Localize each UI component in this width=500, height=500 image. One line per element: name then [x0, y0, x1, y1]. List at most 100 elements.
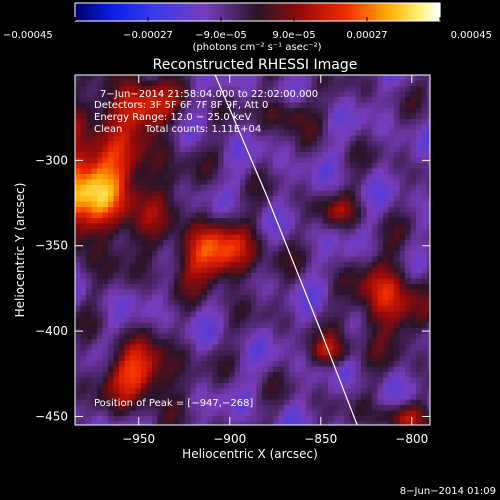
- heatmap-cell: [366, 168, 373, 175]
- heatmap-cell: [75, 234, 81, 241]
- heatmap-cell: [350, 234, 356, 241]
- heatmap-cell: [427, 339, 430, 345]
- heatmap-cell: [377, 124, 384, 131]
- heatmap-cell: [278, 97, 285, 103]
- heatmap-cell: [174, 388, 180, 395]
- heatmap-cell: [251, 284, 257, 290]
- heatmap-cell: [289, 141, 296, 147]
- heatmap-cell: [108, 267, 114, 274]
- heatmap-cell: [361, 229, 367, 235]
- heatmap-cell: [218, 328, 224, 334]
- heatmap-cell: [218, 146, 224, 153]
- heatmap-cell: [344, 196, 351, 202]
- heatmap-cell: [86, 388, 92, 395]
- heatmap-cell: [234, 399, 241, 406]
- heatmap-cell: [80, 311, 87, 318]
- heatmap-cell: [416, 256, 422, 263]
- heatmap-cell: [295, 300, 301, 307]
- heatmap-cell: [355, 119, 362, 125]
- heatmap-cell: [333, 399, 340, 406]
- heatmap-cell: [141, 97, 147, 103]
- heatmap-cell: [251, 91, 257, 98]
- heatmap-cell: [251, 421, 257, 425]
- heatmap-cell: [306, 223, 312, 230]
- heatmap-cell: [383, 284, 389, 290]
- heatmap-cell: [163, 383, 169, 389]
- heatmap-cell: [135, 190, 142, 197]
- heatmap-cell: [328, 229, 334, 235]
- heatmap-cell: [278, 223, 285, 230]
- heatmap-cell: [328, 240, 334, 246]
- heatmap-cell: [388, 256, 395, 263]
- heatmap-cell: [97, 278, 103, 285]
- heatmap-cell: [130, 119, 136, 125]
- heatmap-cell: [317, 108, 323, 114]
- heatmap-cell: [119, 152, 125, 158]
- heatmap-cell: [322, 157, 329, 164]
- heatmap-cell: [278, 141, 285, 147]
- colorbar-cell: [157, 3, 161, 21]
- heatmap-cell: [163, 273, 169, 279]
- heatmap-cell: [168, 124, 175, 131]
- heatmap-cell: [80, 240, 87, 246]
- heatmap-cell: [102, 361, 109, 367]
- heatmap-cell: [102, 141, 109, 147]
- heatmap-cell: [366, 328, 373, 334]
- heatmap-cell: [196, 388, 202, 395]
- heatmap-cell: [86, 152, 92, 158]
- heatmap-cell: [75, 124, 81, 131]
- heatmap-cell: [157, 130, 164, 136]
- heatmap-cell: [328, 75, 334, 81]
- heatmap-cell: [240, 207, 246, 213]
- heatmap-cell: [185, 179, 191, 186]
- heatmap-cell: [339, 91, 345, 98]
- heatmap-cell: [229, 377, 235, 384]
- heatmap-cell: [355, 97, 362, 103]
- colorbar-cell: [251, 3, 256, 21]
- heatmap-cell: [328, 317, 334, 323]
- heatmap-cell: [86, 328, 92, 334]
- heatmap-cell: [273, 383, 279, 389]
- heatmap-cell: [91, 152, 98, 158]
- heatmap-cell: [427, 168, 430, 175]
- heatmap-cell: [201, 366, 208, 373]
- heatmap-cell: [152, 399, 158, 406]
- heatmap-cell: [278, 355, 285, 362]
- heatmap-cell: [284, 251, 290, 257]
- heatmap-cell: [278, 75, 285, 81]
- heatmap-cell: [223, 410, 230, 417]
- heatmap-cell: [201, 218, 208, 224]
- heatmap-cell: [97, 141, 103, 147]
- heatmap-cell: [113, 234, 120, 241]
- heatmap-cell: [251, 218, 257, 224]
- heatmap-cell: [295, 317, 301, 323]
- heatmap-cell: [108, 102, 114, 109]
- heatmap-cell: [366, 157, 373, 164]
- heatmap-cell: [245, 124, 252, 131]
- heatmap-cell: [344, 80, 351, 87]
- heatmap-cell: [333, 256, 340, 263]
- heatmap-cell: [339, 262, 345, 268]
- colorbar-cell: [303, 3, 307, 21]
- heatmap-cell: [157, 141, 164, 147]
- heatmap-cell: [163, 300, 169, 307]
- heatmap-cell: [97, 317, 103, 323]
- heatmap-cell: [333, 130, 340, 136]
- heatmap-cell: [185, 185, 191, 191]
- heatmap-cell: [141, 234, 147, 241]
- heatmap-cell: [163, 388, 169, 395]
- heatmap-cell: [102, 179, 109, 186]
- heatmap-cell: [311, 218, 318, 224]
- heatmap-cell: [124, 152, 131, 158]
- heatmap-cell: [410, 289, 417, 296]
- heatmap-cell: [289, 146, 296, 153]
- heatmap-cell: [273, 251, 279, 257]
- colorbar-cell: [254, 3, 259, 21]
- heatmap-cell: [311, 344, 318, 351]
- heatmap-cell: [333, 207, 340, 213]
- heatmap-cell: [113, 185, 120, 191]
- heatmap-cell: [311, 295, 318, 301]
- heatmap-cell: [146, 240, 153, 246]
- heatmap-cell: [102, 306, 109, 312]
- heatmap-cell: [91, 306, 98, 312]
